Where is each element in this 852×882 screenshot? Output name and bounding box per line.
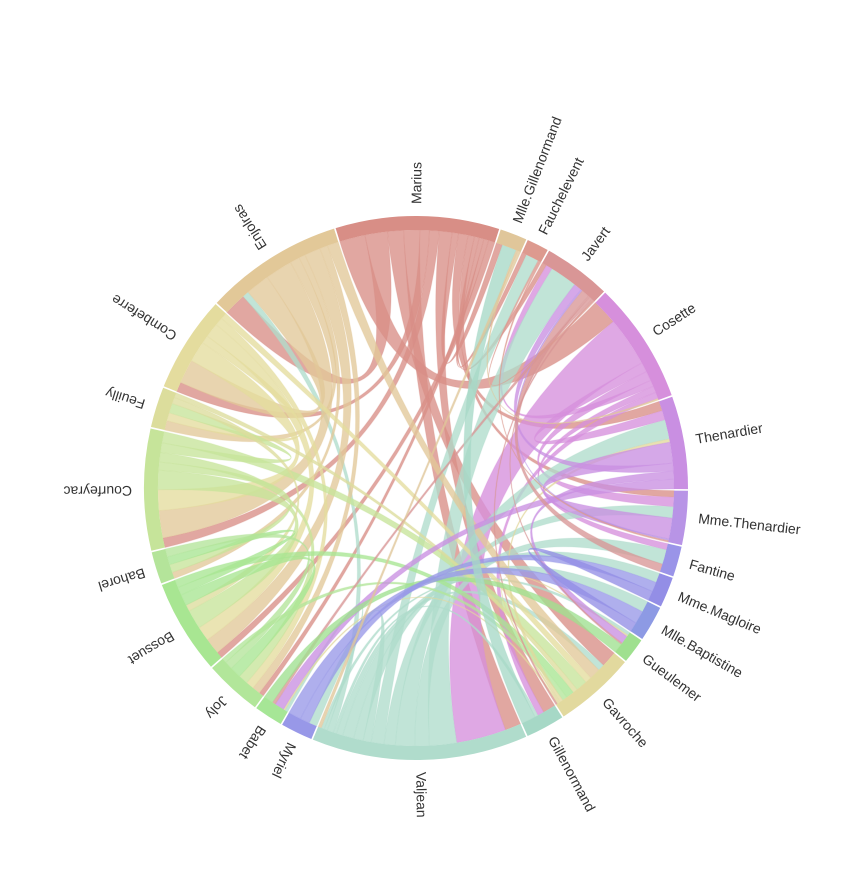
node-arc-courfeyrac xyxy=(144,428,165,551)
node-label-babet: Babet xyxy=(236,723,269,763)
node-arc-mlle-baptistine xyxy=(630,601,661,639)
node-label-courfeyrac: Courfeyrac xyxy=(63,483,132,499)
node-label-joly: Joly xyxy=(203,693,232,722)
node-arc-javert xyxy=(542,250,605,302)
node-arc-valjean xyxy=(312,723,527,760)
node-label-enjolras: Enjolras xyxy=(229,202,270,253)
node-label-javert: Javert xyxy=(578,223,614,263)
node-arc-fantine xyxy=(660,543,682,577)
node-label-gillenormand: Gillenormand xyxy=(545,733,599,814)
node-label-fantine: Fantine xyxy=(688,556,737,584)
chord-ribbon-bossuet-gavroche xyxy=(174,550,574,699)
node-label-combeferre: Combeferre xyxy=(108,291,179,344)
node-label-feuilly: Feuilly xyxy=(103,385,146,412)
node-arc-mlle-gillenormand xyxy=(496,229,527,253)
node-label-gueulemer: Gueulemer xyxy=(640,651,705,705)
node-arc-myriel xyxy=(282,712,317,740)
node-arc-joly xyxy=(212,658,264,708)
node-arc-babet xyxy=(256,696,288,724)
node-arc-enjolras xyxy=(216,228,339,313)
node-arc-mme-thenardier xyxy=(668,490,688,546)
node-label-gavroche: Gavroche xyxy=(599,694,651,750)
node-arc-bossuet xyxy=(161,579,222,667)
chord-ribbon-combeferre-courfeyrac xyxy=(157,342,300,512)
node-arc-gavroche xyxy=(556,653,625,717)
node-arc-marius xyxy=(335,216,500,243)
node-arc-gueulemer xyxy=(615,632,642,661)
node-label-bahorel: Bahorel xyxy=(96,565,147,594)
node-label-valjean: Valjean xyxy=(413,772,430,818)
chord-ribbon-enjolras-bossuet xyxy=(206,247,352,654)
chord-ribbon-marius-enjolras xyxy=(226,231,392,385)
node-arc-fauchelevent xyxy=(522,240,548,263)
node-arc-feuilly xyxy=(150,387,177,431)
chord-ribbon-courfeyrac-gavroche xyxy=(161,430,587,691)
chord-ribbon-valjean-babet xyxy=(284,603,364,731)
chord-ribbon-marius-combeferre xyxy=(176,229,431,419)
chord-ribbon-cosette-javert xyxy=(499,264,654,419)
chord-ribbon-marius-courfeyrac xyxy=(162,229,440,549)
node-label-thenardier: Thenardier xyxy=(694,420,764,447)
node-arc-combeferre xyxy=(163,304,226,392)
node-label-bossuet: Bossuet xyxy=(126,628,178,668)
node-arc-mme-magloire xyxy=(648,573,673,607)
node-label-cosette: Cosette xyxy=(649,299,698,339)
chord-ribbon-enjolras-courfeyrac xyxy=(158,261,333,539)
chord-arcs xyxy=(144,216,688,760)
node-arc-gillenormand xyxy=(521,705,563,737)
chord-ribbons xyxy=(157,229,675,747)
node-label-myriel: Myriel xyxy=(269,740,300,781)
node-arc-thenardier xyxy=(659,396,688,490)
chord-ribbon-javert-gavroche xyxy=(493,298,594,706)
node-label-mme-magloire: Mme.Magloire xyxy=(676,588,764,637)
node-arc-cosette xyxy=(595,292,672,400)
node-label-mme-thenardier: Mme.Thenardier xyxy=(698,510,802,537)
node-arc-bahorel xyxy=(151,549,175,584)
node-label-marius: Marius xyxy=(408,162,424,204)
